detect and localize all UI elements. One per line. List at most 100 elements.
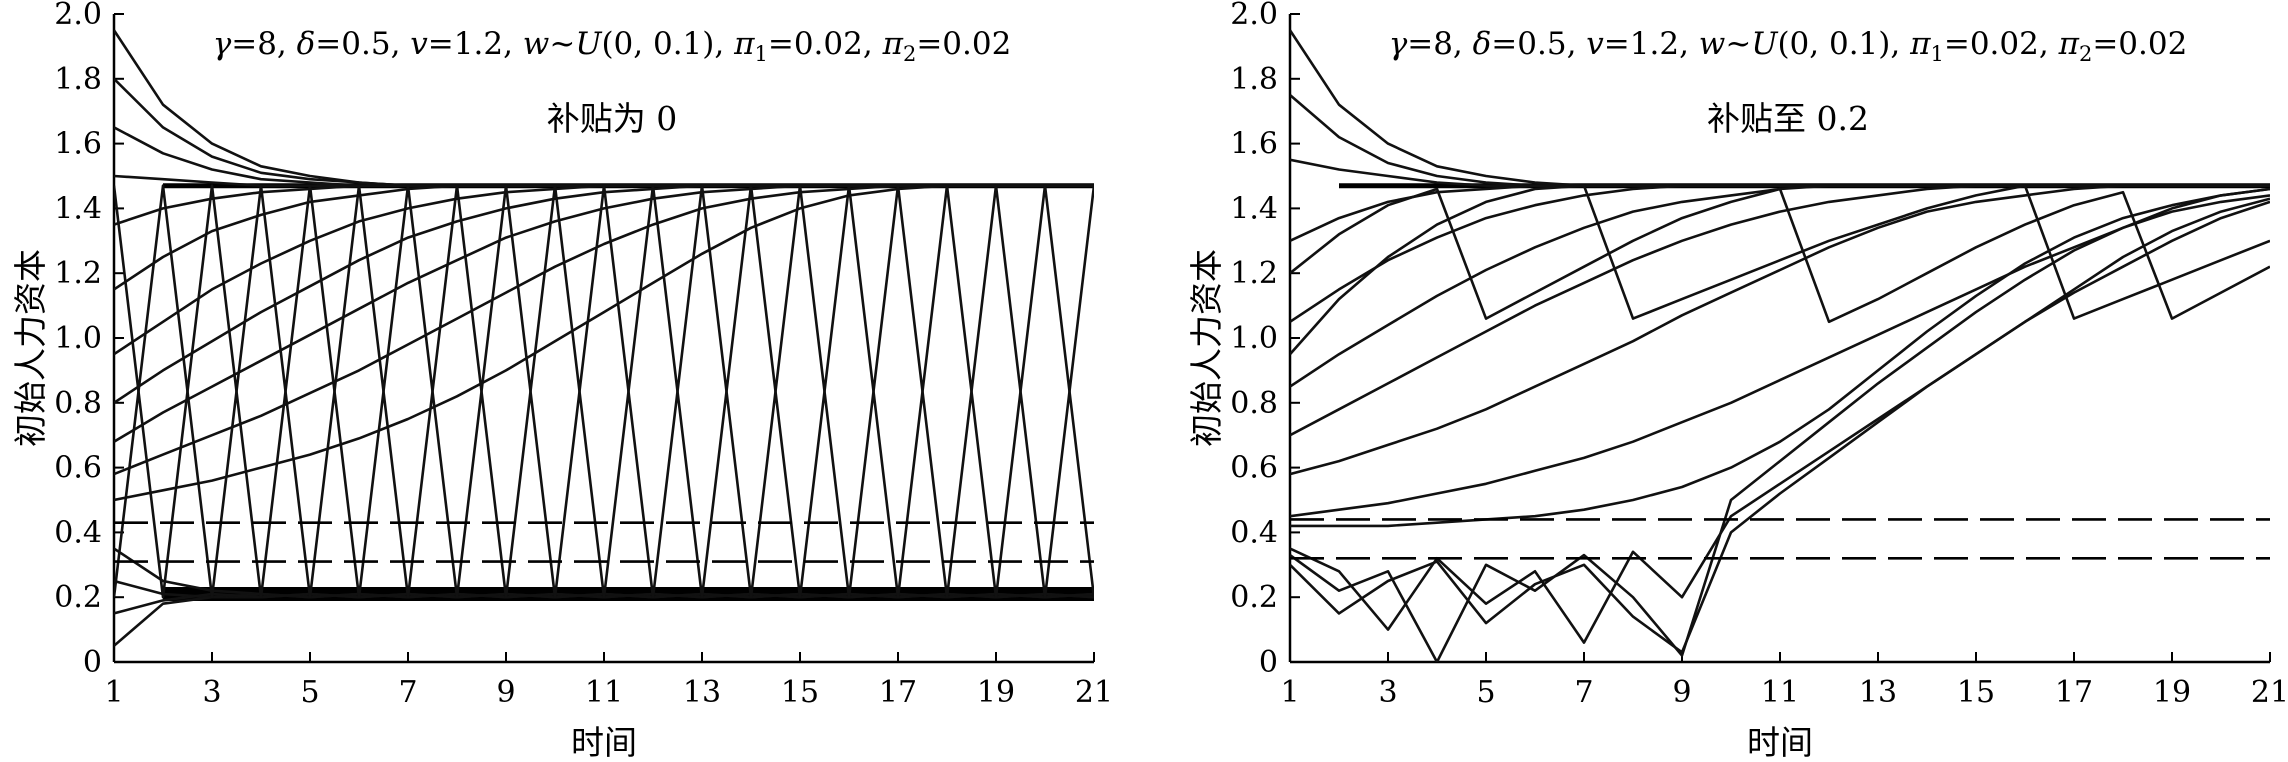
x-tick-label: 11 — [1761, 675, 1799, 710]
y-tick-label: 0.8 — [1230, 386, 1278, 421]
param-gamma: γ — [1389, 26, 1408, 62]
series-line — [114, 184, 1094, 291]
y-tick-label: 0.6 — [54, 451, 102, 486]
param-gamma-val: =8, — [1407, 26, 1472, 62]
x-tick-label: 13 — [1859, 675, 1897, 710]
x-tick-label: 13 — [683, 675, 721, 710]
series-line — [114, 184, 1094, 356]
series-line — [1290, 187, 2270, 662]
y-tick-label: 0.6 — [1230, 451, 1278, 486]
x-axis-title: 时间 — [571, 723, 637, 762]
series-line — [1290, 197, 2270, 644]
param-nu: v — [1586, 26, 1604, 62]
x-tick-label: 7 — [1574, 675, 1593, 710]
x-tick-label: 9 — [496, 675, 515, 710]
series-line — [1290, 184, 2270, 323]
param-pi2-sub: 2 — [903, 42, 916, 66]
param-gamma-val: =8, — [231, 26, 296, 62]
plot-area — [114, 29, 1094, 647]
y-axis-title: 初始人力资本 — [1187, 249, 1226, 447]
param-pi2-sub: 2 — [2079, 42, 2092, 66]
param-w: w — [523, 26, 550, 62]
x-tick-label: 7 — [398, 675, 417, 710]
x-tick-label: 19 — [977, 675, 1015, 710]
param-pi1-sub: 1 — [754, 42, 767, 66]
param-gamma: γ — [213, 26, 232, 62]
y-tick-label: 1.8 — [54, 62, 102, 97]
param-delta: δ — [297, 26, 316, 62]
param-U-val: (0, 0.1), — [601, 26, 734, 62]
x-tick-label: 11 — [585, 675, 623, 710]
y-tick-label: 1.6 — [54, 127, 102, 162]
y-tick-label: 0.4 — [1230, 515, 1278, 550]
param-nu: v — [410, 26, 428, 62]
x-tick-label: 1 — [1280, 675, 1299, 710]
param-tilde: ~ — [549, 26, 575, 62]
param-pi1: π — [733, 26, 755, 62]
y-tick-label: 0 — [1259, 645, 1278, 680]
y-tick-label: 1.8 — [1230, 62, 1278, 97]
series-line — [114, 592, 1094, 647]
series-line — [114, 184, 1094, 476]
y-tick-label: 1.6 — [1230, 127, 1278, 162]
param-pi2-val: =0.02 — [916, 26, 1011, 62]
y-tick-label: 0.8 — [54, 386, 102, 421]
series-line — [1290, 187, 2270, 324]
y-tick-label: 0.2 — [54, 580, 102, 615]
x-tick-label: 15 — [781, 675, 819, 710]
x-tick-label: 15 — [1957, 675, 1995, 710]
param-U-val: (0, 0.1), — [1777, 26, 1910, 62]
series-line — [114, 184, 1094, 599]
series-line — [1290, 184, 2270, 476]
param-pi1-val: =0.02, — [1944, 26, 2059, 62]
param-text: γ=8, δ=0.5, v=1.2, w~U(0, 0.1), π1=0.02,… — [1389, 26, 2188, 66]
param-pi2-val: =0.02 — [2092, 26, 2187, 62]
param-U: U — [1751, 26, 1778, 62]
param-pi1: π — [1909, 26, 1931, 62]
param-delta: δ — [1473, 26, 1492, 62]
x-tick-label: 9 — [1672, 675, 1691, 710]
x-tick-label: 17 — [879, 675, 917, 710]
param-pi1-val: =0.02, — [768, 26, 883, 62]
y-tick-label: 1.4 — [1230, 191, 1278, 226]
x-tick-label: 19 — [2153, 675, 2191, 710]
x-tick-label: 5 — [1476, 675, 1495, 710]
series-line — [114, 184, 1094, 404]
y-tick-label: 1.0 — [1230, 321, 1278, 356]
chart-panel-right: 00.20.40.60.81.01.21.41.61.82.01 3 5 7 9 11 13… — [1187, 0, 2288, 762]
series-line — [114, 184, 1094, 599]
series-line — [1290, 200, 2270, 654]
y-tick-label: 0.4 — [54, 515, 102, 550]
x-tick-label: 1 — [104, 675, 123, 710]
param-text: γ=8, δ=0.5, v=1.2, w~U(0, 0.1), π1=0.02,… — [213, 26, 1012, 66]
param-w: w — [1699, 26, 1726, 62]
y-tick-label: 1.2 — [54, 256, 102, 291]
series-line — [1290, 184, 2270, 437]
param-tilde: ~ — [1725, 26, 1751, 62]
x-tick-label: 3 — [202, 675, 221, 710]
x-tick-label: 21 — [1075, 675, 1113, 710]
y-tick-label: 2.0 — [54, 0, 102, 32]
chart-subtitle: 补贴至 0.2 — [1707, 99, 1869, 138]
param-U: U — [575, 26, 602, 62]
x-tick-label: 17 — [2055, 675, 2093, 710]
series-line — [1290, 187, 2270, 528]
param-nu-val: =1.2, — [1604, 26, 1699, 62]
series-line — [1290, 158, 2270, 187]
param-pi2: π — [2058, 26, 2080, 62]
x-tick-label: 21 — [2251, 675, 2288, 710]
chart-panel-left: 00.20.40.60.81.01.21.41.61.82.01 3 5 7 9 11 13… — [11, 0, 1113, 762]
y-tick-label: 0 — [83, 645, 102, 680]
x-axis-title: 时间 — [1747, 723, 1813, 762]
y-tick-label: 1.0 — [54, 321, 102, 356]
y-tick-label: 1.2 — [1230, 256, 1278, 291]
y-axis-title: 初始人力资本 — [11, 249, 50, 447]
x-tick-label: 3 — [1378, 675, 1397, 710]
series-line — [1290, 184, 2270, 356]
y-tick-label: 0.2 — [1230, 580, 1278, 615]
series-line — [1290, 194, 2270, 518]
param-pi1-sub: 1 — [1930, 42, 1943, 66]
chart-subtitle: 补贴为 0 — [547, 99, 678, 138]
x-tick-label: 5 — [300, 675, 319, 710]
